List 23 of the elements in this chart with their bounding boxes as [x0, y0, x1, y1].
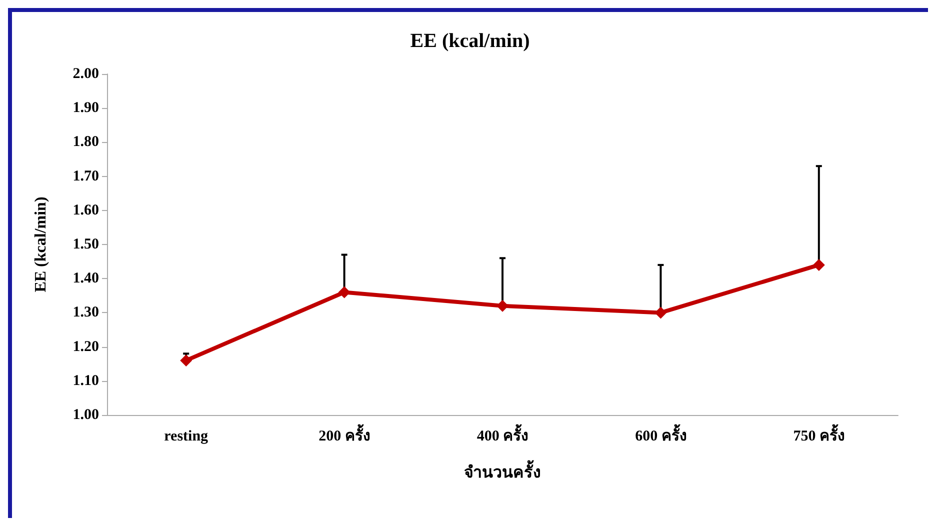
x-tick-label: resting [164, 428, 209, 444]
y-axis-title: EE (kcal/min) [32, 196, 50, 292]
chart-title: EE (kcal/min) [410, 30, 530, 52]
y-tick-label: 1.60 [72, 202, 99, 218]
x-tick-label: 750 ครั้ง [793, 424, 845, 444]
x-axis-title: จำนวนครั้ง [464, 460, 541, 482]
point [338, 286, 350, 298]
y-tick-label: 1.00 [72, 407, 99, 423]
point [496, 300, 508, 312]
point [812, 258, 825, 271]
x-tick-label: 600 ครั้ง [635, 424, 686, 444]
y-tick-label: 1.20 [72, 338, 99, 355]
x-tick-label: 200 ครั้ง [318, 424, 370, 444]
y-tick-label: 1.10 [72, 372, 99, 389]
y-tick-label: 1.40 [72, 270, 99, 287]
y-tick-label: 1.80 [72, 134, 99, 150]
y-tick-label: 2.00 [72, 66, 99, 82]
y-tick-label: 1.30 [72, 304, 99, 321]
y-tick-label: 1.50 [72, 236, 99, 252]
y-tick-label: 1.90 [72, 100, 99, 116]
x-tick-label: 400 ครั้ง [476, 424, 528, 444]
y-tick-label: 1.70 [72, 168, 99, 184]
point [180, 354, 192, 366]
